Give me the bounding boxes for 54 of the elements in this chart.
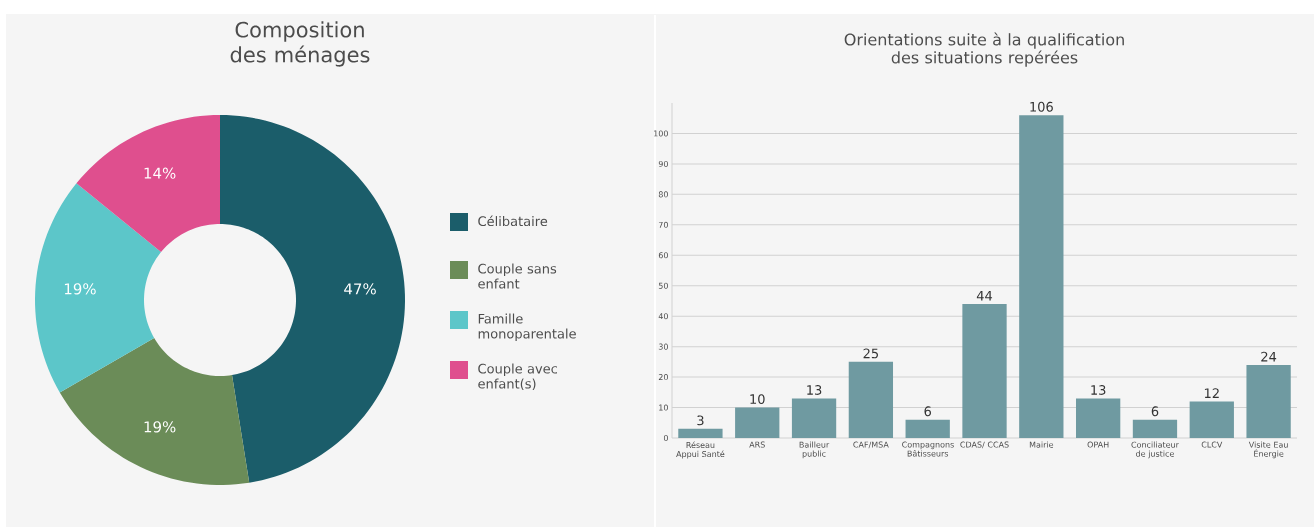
x-tick-label: CAF/MSA — [853, 441, 889, 449]
bar — [735, 407, 780, 438]
y-tick-label: 60 — [658, 252, 668, 259]
y-tick-label: 90 — [658, 160, 668, 167]
legend-label: Couple avec enfant(s) — [478, 363, 557, 391]
legend-label: Célibataire — [478, 215, 548, 227]
data-label: 19% — [64, 283, 96, 295]
bar — [962, 304, 1007, 438]
bar — [1132, 419, 1178, 438]
bar — [905, 419, 950, 438]
data-label: 3 — [697, 415, 704, 426]
data-label: 10 — [750, 394, 765, 405]
y-tick-label: 10 — [659, 404, 668, 411]
data-label: 106 — [1030, 101, 1053, 112]
x-tick-label: Compagnons Bâtisseurs — [902, 441, 954, 457]
data-label: 13 — [1091, 385, 1106, 395]
y-tick-label: 80 — [658, 191, 668, 198]
data-label: 12 — [1204, 388, 1219, 398]
x-tick-label: Conciliateur de justice — [1131, 441, 1179, 459]
data-label: 13 — [807, 385, 822, 395]
y-tick-label: 40 — [658, 313, 668, 320]
y-tick-label: 50 — [658, 282, 668, 289]
x-tick-label: OPAH — [1087, 441, 1109, 448]
x-tick-label: CDAS/ CCAS — [960, 441, 1009, 449]
bar — [1189, 401, 1234, 438]
data-label: 19% — [144, 421, 176, 433]
legend-label: Couple sans enfant — [478, 263, 557, 289]
data-label: 14% — [144, 167, 176, 179]
data-label: 24 — [1261, 351, 1277, 362]
chart-title: Composition des ménages — [230, 21, 370, 67]
y-tick-label: 0 — [663, 434, 668, 442]
bar — [791, 398, 837, 438]
data-label: 25 — [863, 348, 879, 359]
bar — [678, 428, 723, 438]
x-tick-label: ARS — [749, 441, 765, 448]
data-label: 44 — [976, 290, 993, 301]
bar — [1076, 398, 1121, 438]
x-tick-label: Réseau Appui Santé — [676, 441, 725, 459]
x-tick-label: Visite Eau Énergie — [1248, 441, 1288, 459]
legend-label: Famille monoparentale — [478, 313, 576, 342]
y-tick-label: 70 — [658, 221, 668, 228]
x-tick-label: CLCV — [1201, 441, 1223, 448]
bar — [1019, 115, 1064, 438]
x-tick-label: Mairie — [1029, 441, 1054, 448]
y-tick-label: 20 — [658, 374, 668, 381]
data-label: 6 — [1151, 406, 1159, 417]
data-label: 47% — [344, 283, 376, 295]
x-tick-label: Bailleur public — [799, 441, 830, 459]
y-tick-label: 30 — [658, 343, 668, 350]
chart-title: Orientations suite à la qualification des situations repérées — [844, 32, 1124, 67]
bar — [1246, 364, 1291, 438]
data-label: 6 — [924, 406, 932, 417]
y-tick-label: 100 — [654, 130, 668, 137]
bar — [848, 361, 894, 438]
